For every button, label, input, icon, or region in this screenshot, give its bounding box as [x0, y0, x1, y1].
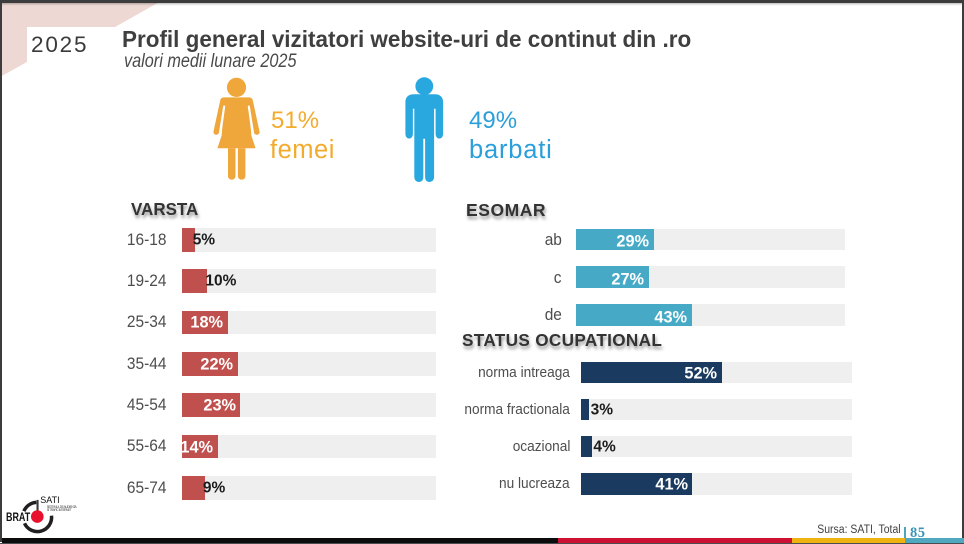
- svg-text:BRAT: BRAT: [6, 512, 30, 524]
- svg-text:SISTEMUL DE AUDIENTA: SISTEMUL DE AUDIENTA: [47, 505, 78, 509]
- svg-text:SATI: SATI: [40, 495, 59, 505]
- svg-text:SI TRAFIC INTERNET: SI TRAFIC INTERNET: [47, 508, 72, 512]
